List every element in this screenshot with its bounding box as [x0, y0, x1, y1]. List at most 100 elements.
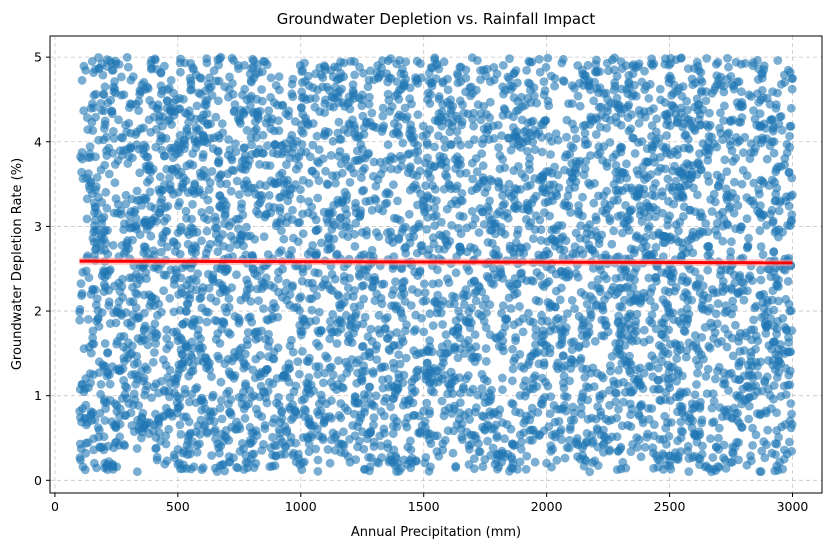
scatter-point — [770, 177, 780, 187]
scatter-point — [767, 448, 777, 458]
scatter-point — [734, 332, 744, 342]
scatter-point — [266, 73, 276, 83]
scatter-point — [770, 439, 780, 448]
scatter-point — [278, 437, 287, 447]
scatter-point — [353, 422, 362, 431]
scatter-point — [762, 154, 772, 164]
scatter-point — [301, 117, 311, 126]
scatter-point — [103, 368, 113, 378]
scatter-point — [709, 464, 718, 474]
scatter-point — [321, 166, 330, 176]
scatter-point — [187, 214, 197, 224]
scatter-point — [121, 199, 131, 209]
scatter-point — [786, 306, 796, 316]
scatter-point — [89, 237, 99, 247]
scatter-point — [157, 238, 167, 247]
scatter-point — [357, 281, 367, 291]
scatter-point — [211, 76, 221, 86]
scatter-point — [751, 344, 760, 354]
scatter-point — [637, 77, 647, 87]
scatter-point — [85, 149, 95, 159]
scatter-point — [617, 302, 627, 312]
scatter-point — [314, 145, 324, 155]
scatter-point — [518, 327, 528, 337]
scatter-point — [615, 101, 624, 110]
scatter-point — [205, 73, 215, 82]
scatter-point — [507, 398, 517, 408]
scatter-point — [616, 444, 625, 454]
scatter-point — [393, 122, 403, 131]
scatter-point — [715, 123, 724, 133]
scatter-point — [485, 175, 495, 184]
scatter-point — [288, 92, 298, 101]
scatter-point — [159, 385, 169, 395]
scatter-point — [520, 391, 530, 401]
scatter-point — [234, 190, 244, 200]
scatter-point — [697, 86, 706, 96]
scatter-point — [136, 124, 145, 134]
scatter-point — [707, 89, 717, 98]
scatter-point — [76, 413, 85, 422]
scatter-point — [274, 248, 284, 257]
scatter-point — [523, 360, 533, 369]
scatter-point — [625, 399, 635, 409]
scatter-point — [695, 120, 704, 130]
scatter-point — [575, 101, 585, 111]
scatter-point — [201, 307, 211, 316]
scatter-point — [481, 323, 491, 332]
scatter-point — [224, 85, 234, 94]
scatter-point — [275, 206, 285, 216]
scatter-point — [536, 120, 546, 129]
scatter-point — [628, 440, 637, 449]
scatter-point — [720, 308, 730, 317]
scatter-point — [115, 146, 125, 155]
scatter-point — [421, 181, 430, 191]
scatter-point — [434, 109, 444, 118]
scatter-point — [716, 80, 726, 90]
scatter-point — [163, 85, 173, 95]
scatter-point — [307, 305, 317, 315]
scatter-point — [86, 178, 96, 188]
scatter-point — [301, 387, 311, 397]
scatter-point — [396, 69, 406, 79]
scatter-point — [245, 435, 255, 445]
scatter-point — [526, 218, 536, 227]
scatter-point — [175, 198, 184, 207]
scatter-point — [330, 62, 339, 72]
scatter-point — [93, 314, 103, 324]
scatter-point — [374, 72, 384, 82]
scatter-point — [300, 394, 309, 404]
scatter-point — [497, 308, 506, 318]
scatter-point — [762, 372, 772, 382]
scatter-point — [691, 282, 701, 292]
scatter-point — [109, 126, 118, 136]
scatter-point — [479, 316, 489, 326]
scatter-point — [164, 424, 174, 434]
scatter-point — [174, 138, 183, 147]
scatter-point — [479, 124, 489, 134]
scatter-point — [241, 293, 251, 302]
scatter-point — [719, 116, 728, 125]
scatter-point — [397, 161, 406, 171]
scatter-point — [197, 236, 206, 246]
scatter-point — [358, 341, 368, 351]
scatter-point — [773, 56, 783, 65]
scatter-point — [352, 378, 362, 388]
scatter-point — [471, 352, 480, 362]
scatter-point — [397, 264, 407, 274]
scatter-point — [739, 371, 749, 381]
scatter-point — [629, 248, 639, 258]
scatter-point — [431, 211, 441, 220]
scatter-point — [769, 137, 779, 147]
scatter-point — [558, 378, 568, 388]
scatter-point — [611, 397, 621, 407]
scatter-point — [447, 140, 456, 150]
scatter-point — [350, 129, 360, 138]
scatter-point — [350, 431, 360, 441]
scatter-point — [125, 297, 135, 307]
scatter-point — [483, 436, 492, 446]
scatter-point — [364, 390, 373, 400]
scatter-point — [162, 103, 172, 113]
scatter-point — [466, 91, 475, 101]
scatter-point — [414, 428, 423, 438]
